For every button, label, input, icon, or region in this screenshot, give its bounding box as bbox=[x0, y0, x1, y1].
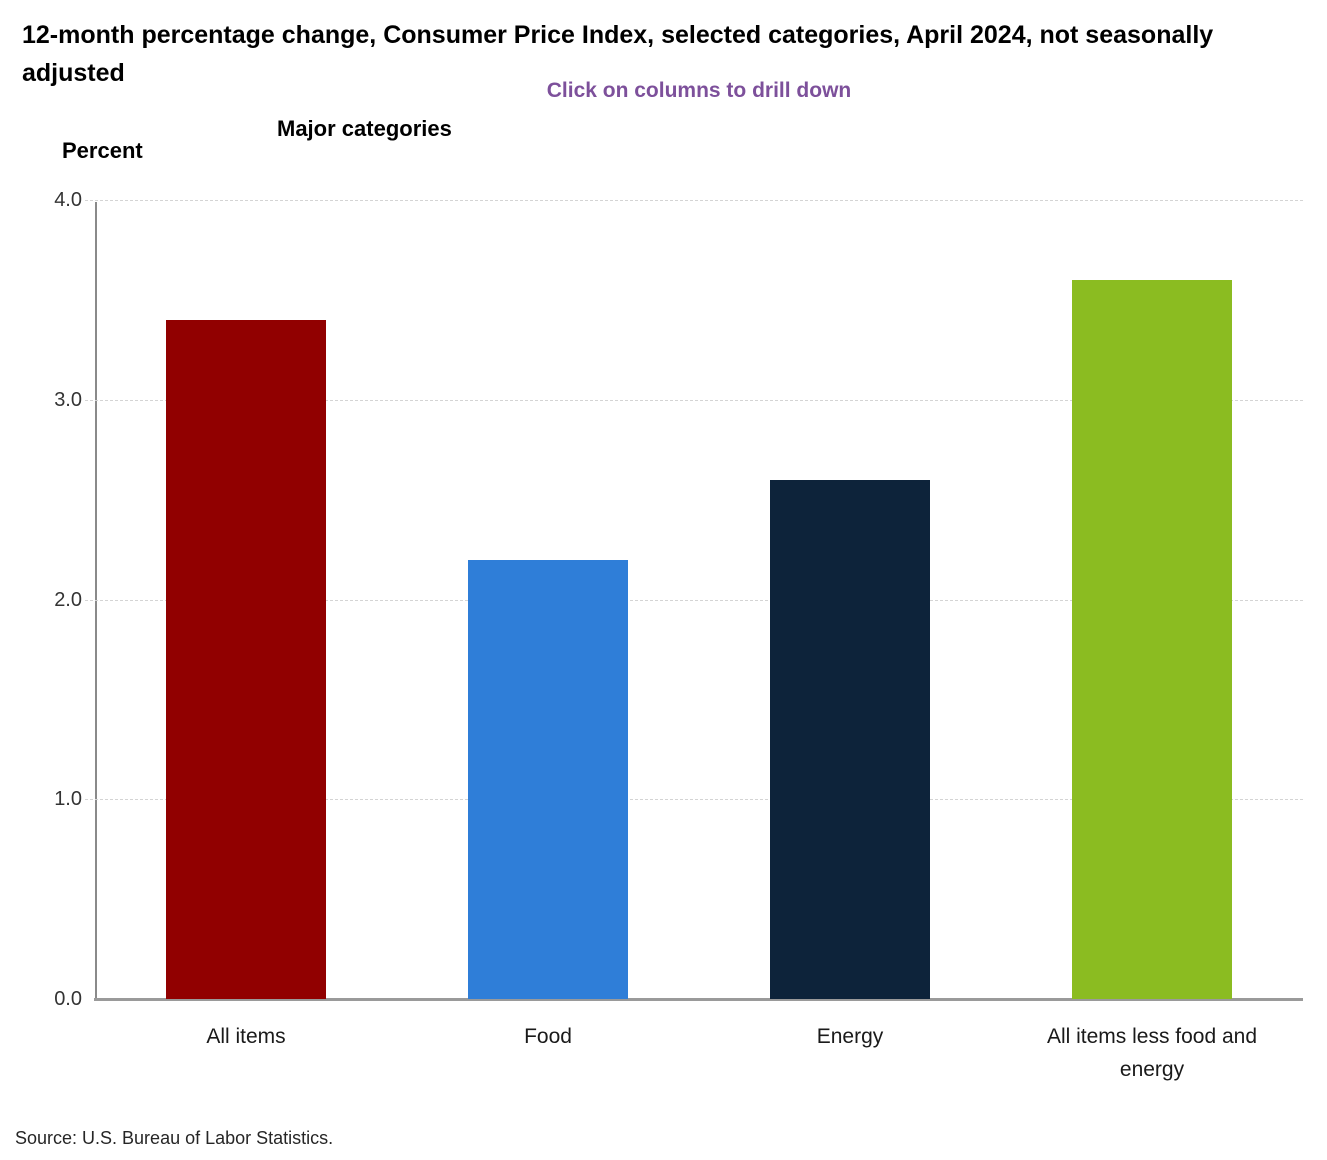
plot-area: 0.0 1.0 2.0 3.0 4.0 All items Food Energy All it… bbox=[54, 189, 1303, 1081]
y-axis-tick-label-0.0: 0.0 bbox=[54, 988, 82, 1010]
x-axis-title: Major categories bbox=[277, 116, 452, 141]
y-axis-tick-label-4.0: 4.0 bbox=[54, 189, 82, 211]
gridline-2.0 bbox=[85, 599, 1303, 601]
x-axis-baseline bbox=[94, 998, 1303, 1001]
drilldown-hint: Click on columns to drill down bbox=[546, 79, 852, 102]
bar-all-items[interactable] bbox=[166, 319, 326, 999]
gridline-1.0 bbox=[85, 799, 1303, 801]
x-axis-category-label-food: Food bbox=[524, 1025, 572, 1048]
x-axis-category-label-all-items-less-food-and-energy: All items less food and energy bbox=[1046, 1025, 1258, 1081]
x-axis-category-label-all-items: All items bbox=[206, 1025, 286, 1048]
y-axis-line bbox=[95, 202, 97, 999]
y-axis-tick-label-2.0: 2.0 bbox=[54, 588, 82, 611]
x-axis-category-label-energy: Energy bbox=[816, 1025, 884, 1048]
bar-food[interactable] bbox=[468, 559, 628, 999]
y-axis-title: Percent bbox=[62, 138, 143, 163]
gridline-4.0 bbox=[85, 200, 1303, 201]
bar-all-items-less-food-and-energy[interactable] bbox=[1072, 279, 1232, 999]
y-axis-tick-label-3.0: 3.0 bbox=[54, 388, 82, 411]
gridline-3.0 bbox=[85, 399, 1303, 401]
bar-energy[interactable] bbox=[770, 479, 930, 999]
chart-title: 12-month percentage change, Consumer Pri… bbox=[22, 21, 1214, 87]
y-axis-tick-label-1.0: 1.0 bbox=[54, 788, 82, 811]
source-note: Source: U.S. Bureau of Labor Statistics. bbox=[15, 1128, 334, 1148]
